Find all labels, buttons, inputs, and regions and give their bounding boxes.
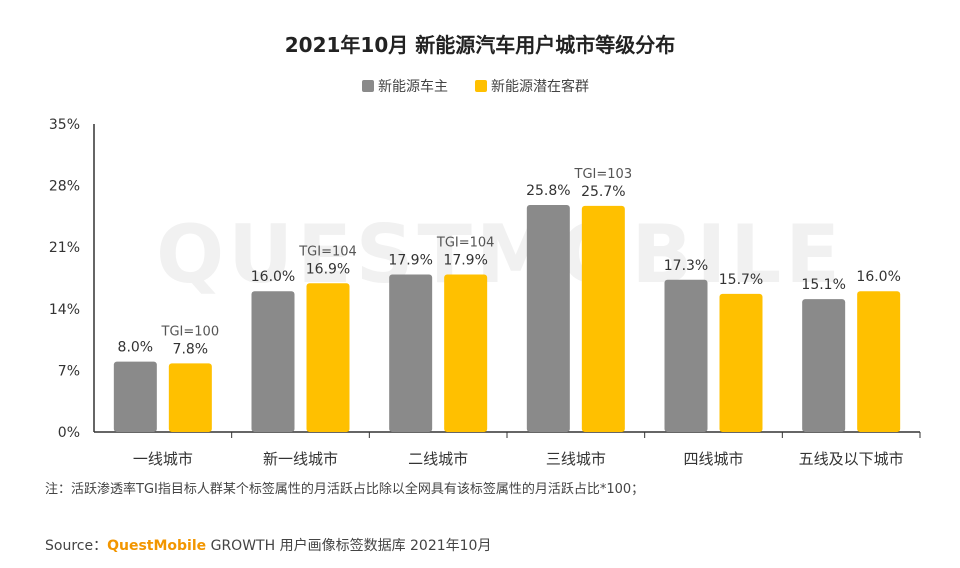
bars [113, 204, 901, 432]
chart-title: 2021年10月 新能源汽车用户城市等级分布 [285, 33, 675, 57]
bar [581, 205, 625, 432]
x-category-label: 一线城市 [133, 450, 193, 468]
bar [719, 293, 763, 432]
legend-label: 新能源车主 [378, 78, 448, 95]
tgi-label: TGI=104 [298, 244, 357, 259]
bar [802, 299, 846, 432]
y-tick-label: 21% [49, 240, 80, 256]
y-tick-label: 35% [49, 117, 80, 133]
source-line: Source：QuestMobile GROWTH 用户画像标签数据库 2021… [45, 535, 491, 555]
bar [664, 279, 708, 432]
bar [857, 291, 901, 432]
bar-chart: QUESTMOBILE 2021年10月 新能源汽车用户城市等级分布 新能源车主… [49, 33, 921, 468]
legend-label: 新能源潜在客群 [491, 78, 589, 95]
watermark: QUESTMOBILE [156, 208, 844, 301]
axes: 0% 7% 14% 21% 28% 35% 一线城市 新一线城市 二线城市 三线城市 四线城市 五线及… [49, 117, 921, 468]
bar [389, 274, 433, 432]
data-label: 17.9% [443, 252, 487, 268]
y-tick-label: 14% [49, 302, 80, 318]
tgi-label: TGI=103 [574, 167, 633, 182]
data-label: 17.9% [388, 252, 432, 268]
data-label: 16.0% [251, 269, 295, 285]
legend-swatch [362, 80, 374, 92]
x-category-label: 新一线城市 [263, 450, 338, 468]
x-category-label: 三线城市 [546, 450, 606, 468]
bar [251, 291, 295, 432]
data-label: 15.1% [801, 277, 845, 293]
y-tick-label: 28% [49, 179, 80, 195]
x-category-label: 二线城市 [408, 450, 468, 468]
legend: 新能源车主 新能源潜在客群 [362, 78, 589, 95]
data-label: 8.0% [118, 340, 154, 356]
bar [306, 283, 350, 432]
data-label: 16.9% [306, 261, 350, 277]
source-prefix: Source： [45, 538, 108, 554]
legend-swatch [475, 80, 487, 92]
y-tick-label: 7% [58, 363, 80, 379]
bar [526, 204, 570, 432]
footnote: 注：活跃渗透率TGI指目标人群某个标签属性的月活跃占比除以全网具有该标签属性的月… [45, 482, 645, 497]
bar [113, 361, 157, 432]
tgi-label: TGI=104 [436, 235, 495, 250]
tgi-label: TGI=100 [161, 324, 220, 339]
x-category-label: 四线城市 [683, 450, 743, 468]
data-label: 25.7% [581, 184, 625, 200]
bar [168, 363, 212, 432]
data-label: 7.8% [173, 341, 209, 357]
data-labels: 8.0% 7.8% TGI=100 16.0% 16.9% TGI=104 17.9% 17.… [118, 167, 901, 358]
brand-name: QuestMobile [107, 538, 207, 554]
data-label: 15.7% [719, 272, 763, 288]
y-tick-label: 0% [58, 425, 80, 441]
data-label: 17.3% [664, 258, 708, 274]
x-category-label: 五线及以下城市 [799, 450, 904, 468]
data-label: 16.0% [856, 269, 900, 285]
source-text: GROWTH 用户画像标签数据库 2021年10月 [206, 538, 492, 554]
bar [444, 274, 488, 432]
data-label: 25.8% [526, 183, 570, 199]
